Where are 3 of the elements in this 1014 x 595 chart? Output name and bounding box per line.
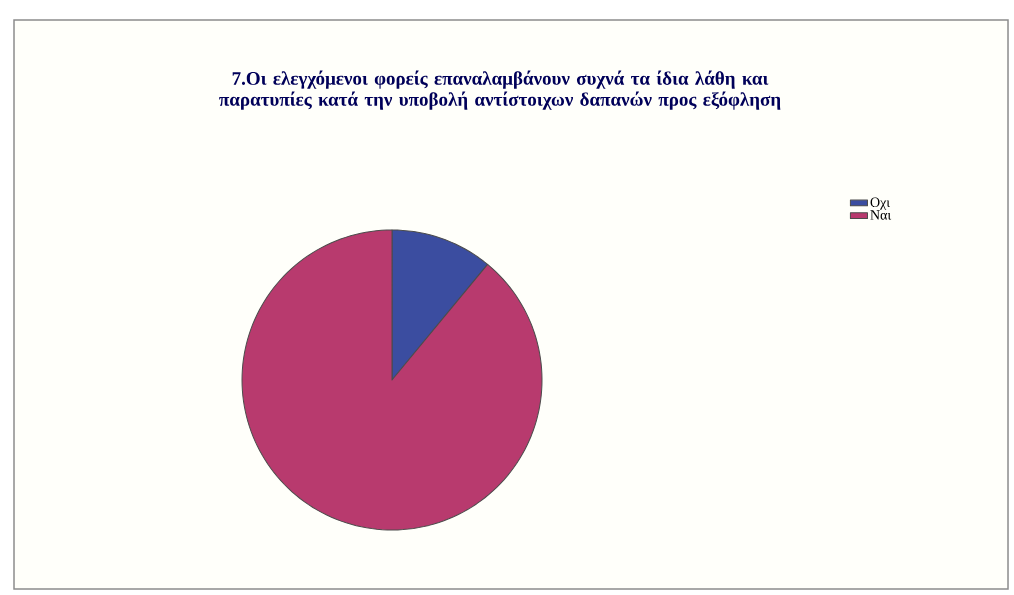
legend-label: Οχι [870, 197, 891, 210]
chart-title: 7.Οι ελεγχόμενοι φορείς επαναλαμβάνουν συχνά τα ίδια λάθη και παρατυπίες κατά την υποβολή αντίστοιχων δαπανών προς εξόφληση [219, 70, 781, 110]
legend-label: Ναι [870, 210, 892, 220]
